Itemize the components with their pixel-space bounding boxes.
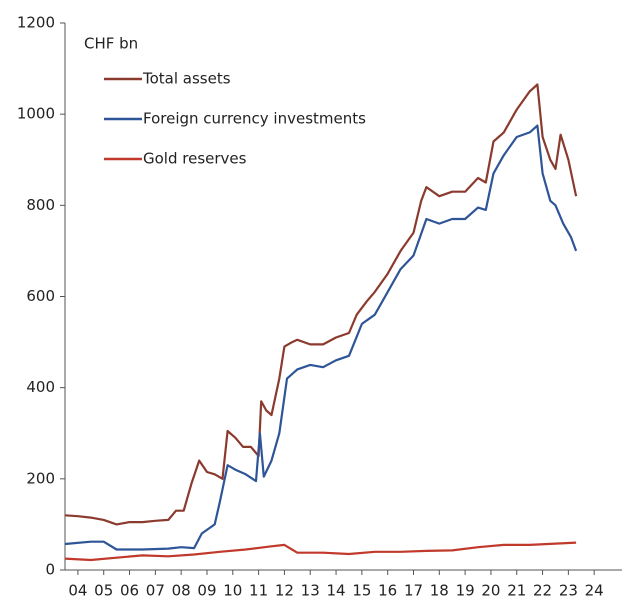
series-line xyxy=(64,541,577,562)
x-tick-label: 15 xyxy=(352,582,371,600)
y-tick-label: 600 xyxy=(26,287,55,305)
x-tick-label: 13 xyxy=(301,582,320,600)
x-tick-label: 05 xyxy=(94,582,113,600)
x-tick-label: 12 xyxy=(275,582,294,600)
x-tick-label: 19 xyxy=(456,582,475,600)
x-tick-label: 14 xyxy=(326,582,345,600)
y-tick-label: 1200 xyxy=(17,14,55,32)
legend-label: Total assets xyxy=(142,70,231,88)
legend-label: Foreign currency investments xyxy=(143,110,366,128)
x-tick-label: 09 xyxy=(197,582,216,600)
x-tick-label: 22 xyxy=(533,582,552,600)
x-tick-label: 08 xyxy=(172,582,191,600)
series-line xyxy=(64,124,578,551)
x-tick-label: 20 xyxy=(481,582,500,600)
x-tick-label: 11 xyxy=(249,582,268,600)
y-tick-label: 1000 xyxy=(17,105,55,123)
unit-label: CHF bn xyxy=(84,35,138,53)
y-tick-label: 400 xyxy=(26,378,55,396)
x-tick-label: 21 xyxy=(507,582,526,600)
x-tick-label: 10 xyxy=(223,582,242,600)
x-tick-label: 17 xyxy=(404,582,423,600)
series-line xyxy=(64,83,578,526)
y-tick-label: 800 xyxy=(26,196,55,214)
x-tick-label: 06 xyxy=(120,582,139,600)
x-tick-label: 16 xyxy=(378,582,397,600)
y-tick-label: 200 xyxy=(26,469,55,487)
x-tick-label: 07 xyxy=(146,582,165,600)
x-tick-label: 24 xyxy=(585,582,604,600)
x-tick-label: 04 xyxy=(68,582,87,600)
x-tick-label: 18 xyxy=(430,582,449,600)
x-tick-label: 23 xyxy=(559,582,578,600)
legend-label: Gold reserves xyxy=(143,150,247,168)
y-tick-label: 0 xyxy=(45,561,55,579)
